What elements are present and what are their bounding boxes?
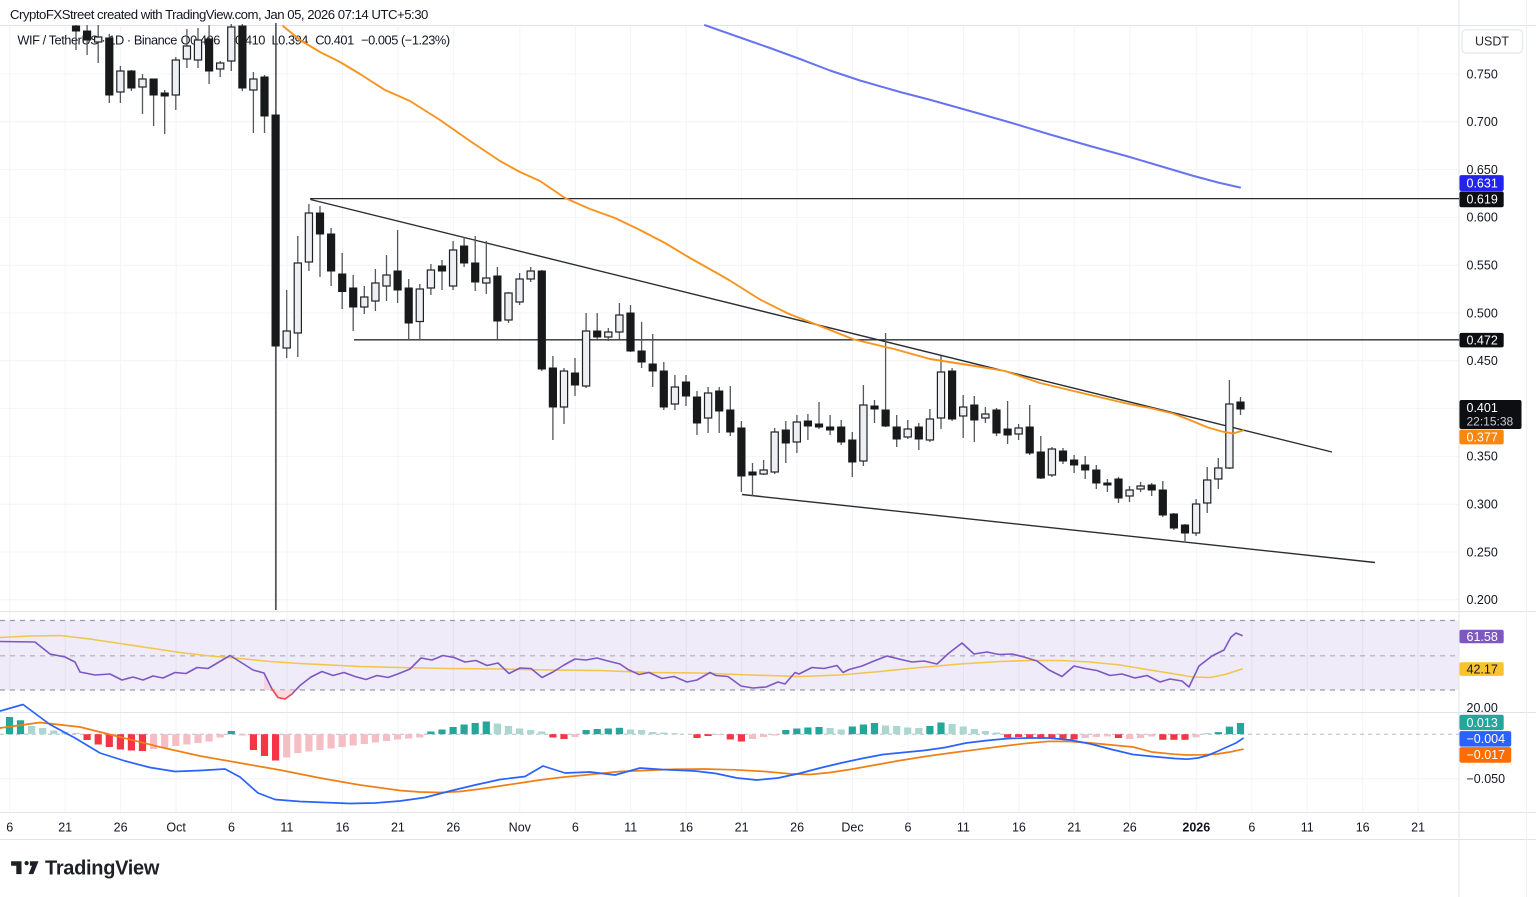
svg-text:USDT: USDT — [1475, 35, 1509, 49]
svg-text:0.750: 0.750 — [1467, 67, 1498, 81]
svg-text:21: 21 — [1067, 821, 1081, 835]
svg-text:0.250: 0.250 — [1467, 545, 1498, 559]
svg-text:L0.394: L0.394 — [272, 33, 309, 48]
svg-text:6: 6 — [1248, 821, 1255, 835]
svg-text:0.619: 0.619 — [1467, 193, 1498, 207]
svg-text:16: 16 — [1356, 821, 1370, 835]
svg-text:−0.050: −0.050 — [1467, 772, 1506, 786]
svg-text:26: 26 — [114, 821, 128, 835]
svg-text:26: 26 — [446, 821, 460, 835]
svg-text:16: 16 — [679, 821, 693, 835]
svg-text:42.17: 42.17 — [1467, 662, 1498, 676]
svg-text:0.450: 0.450 — [1467, 354, 1498, 368]
svg-text:TradingView: TradingView — [45, 858, 160, 880]
svg-text:0.472: 0.472 — [1467, 333, 1498, 347]
svg-text:0.600: 0.600 — [1467, 211, 1498, 225]
svg-text:Nov: Nov — [509, 821, 532, 835]
svg-text:11: 11 — [1301, 821, 1314, 835]
svg-text:0.377: 0.377 — [1467, 430, 1498, 444]
svg-text:11: 11 — [957, 821, 970, 835]
svg-text:26: 26 — [1123, 821, 1137, 835]
svg-text:6: 6 — [6, 821, 13, 835]
svg-text:0.650: 0.650 — [1467, 163, 1498, 177]
svg-text:21: 21 — [735, 821, 749, 835]
svg-text:Dec: Dec — [841, 821, 863, 835]
svg-text:21: 21 — [1411, 821, 1425, 835]
svg-text:−0.005 (−1.23%): −0.005 (−1.23%) — [361, 33, 450, 48]
svg-text:0.550: 0.550 — [1467, 259, 1498, 273]
svg-text:22:15:38: 22:15:38 — [1467, 414, 1514, 428]
svg-text:0.350: 0.350 — [1467, 450, 1498, 464]
svg-text:0.700: 0.700 — [1467, 115, 1498, 129]
svg-text:21: 21 — [58, 821, 72, 835]
svg-text:0.013: 0.013 — [1467, 716, 1498, 730]
svg-text:2026: 2026 — [1182, 821, 1210, 835]
svg-text:0.200: 0.200 — [1467, 593, 1498, 607]
svg-text:Oct: Oct — [166, 821, 186, 835]
svg-text:61.58: 61.58 — [1467, 630, 1498, 644]
svg-text:11: 11 — [624, 821, 637, 835]
svg-text:0.500: 0.500 — [1467, 306, 1498, 320]
svg-text:−0.017: −0.017 — [1467, 748, 1506, 762]
svg-text:26: 26 — [790, 821, 804, 835]
svg-text:11: 11 — [280, 821, 293, 835]
svg-text:0.401: 0.401 — [1467, 401, 1498, 415]
svg-text:16: 16 — [1012, 821, 1026, 835]
svg-text:CryptoFXStreet created with Tr: CryptoFXStreet created with TradingView.… — [10, 7, 428, 22]
svg-text:6: 6 — [905, 821, 912, 835]
svg-text:−0.004: −0.004 — [1467, 732, 1506, 746]
svg-text:0.300: 0.300 — [1467, 498, 1498, 512]
svg-text:20.00: 20.00 — [1467, 701, 1498, 715]
svg-text:6: 6 — [572, 821, 579, 835]
svg-text:6: 6 — [228, 821, 235, 835]
svg-text:0.631: 0.631 — [1467, 176, 1498, 190]
svg-text:16: 16 — [335, 821, 349, 835]
svg-text:C0.401: C0.401 — [315, 33, 354, 48]
svg-text:21: 21 — [391, 821, 405, 835]
